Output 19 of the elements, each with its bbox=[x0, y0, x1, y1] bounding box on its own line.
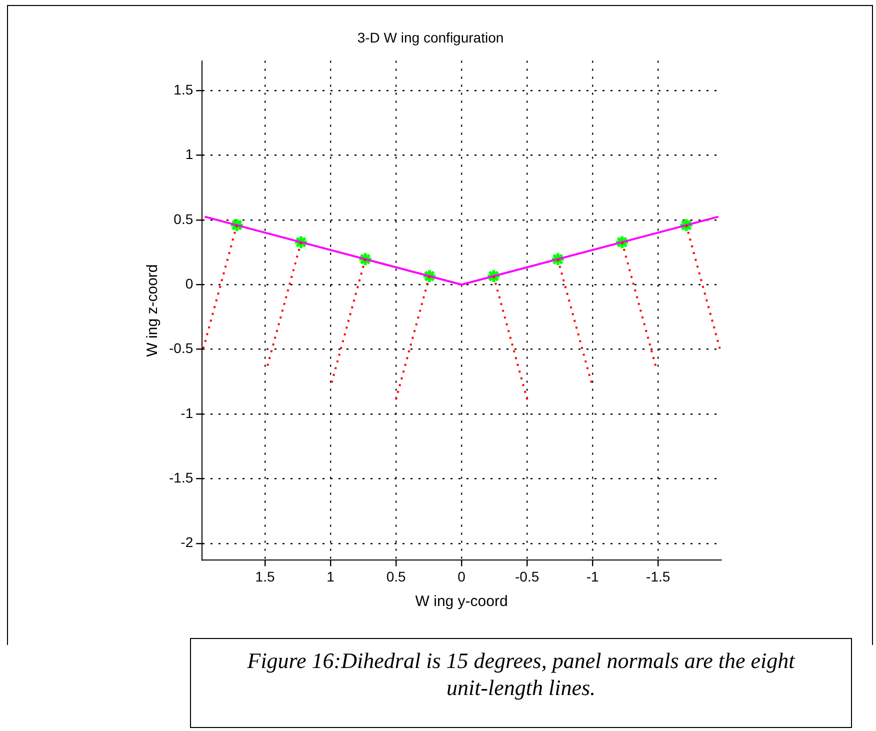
y-tick-label: -0.5 bbox=[169, 340, 194, 356]
y-tick-label: 0.5 bbox=[174, 210, 194, 227]
y-tick-label: -2 bbox=[180, 534, 194, 550]
x-tick-label: 1 bbox=[326, 568, 335, 584]
y-tick-label: -1.5 bbox=[169, 470, 194, 486]
y-tick-label: 0 bbox=[185, 275, 194, 292]
y-tick-label: -1 bbox=[180, 404, 194, 421]
y-tick-label: 1 bbox=[185, 146, 194, 162]
y-axis-title: W ing z-coord bbox=[144, 264, 162, 357]
x-tick-label: -1 bbox=[586, 568, 600, 584]
chart-title: 3-D W ing configuration bbox=[357, 29, 504, 46]
x-tick-label: 0 bbox=[458, 568, 466, 584]
x-tick-label: 1.5 bbox=[255, 568, 275, 584]
x-tick-label: -0.5 bbox=[515, 568, 540, 584]
y-tick-label: 1.5 bbox=[174, 81, 194, 98]
x-tick-label: 0.5 bbox=[386, 568, 406, 584]
x-axis-title: W ing y-coord bbox=[415, 593, 508, 610]
x-tick-label: -1.5 bbox=[646, 568, 670, 584]
caption: Figure 16:Dihedral is 15 degrees, panel normals are the eight unit-length lines. bbox=[190, 638, 852, 728]
